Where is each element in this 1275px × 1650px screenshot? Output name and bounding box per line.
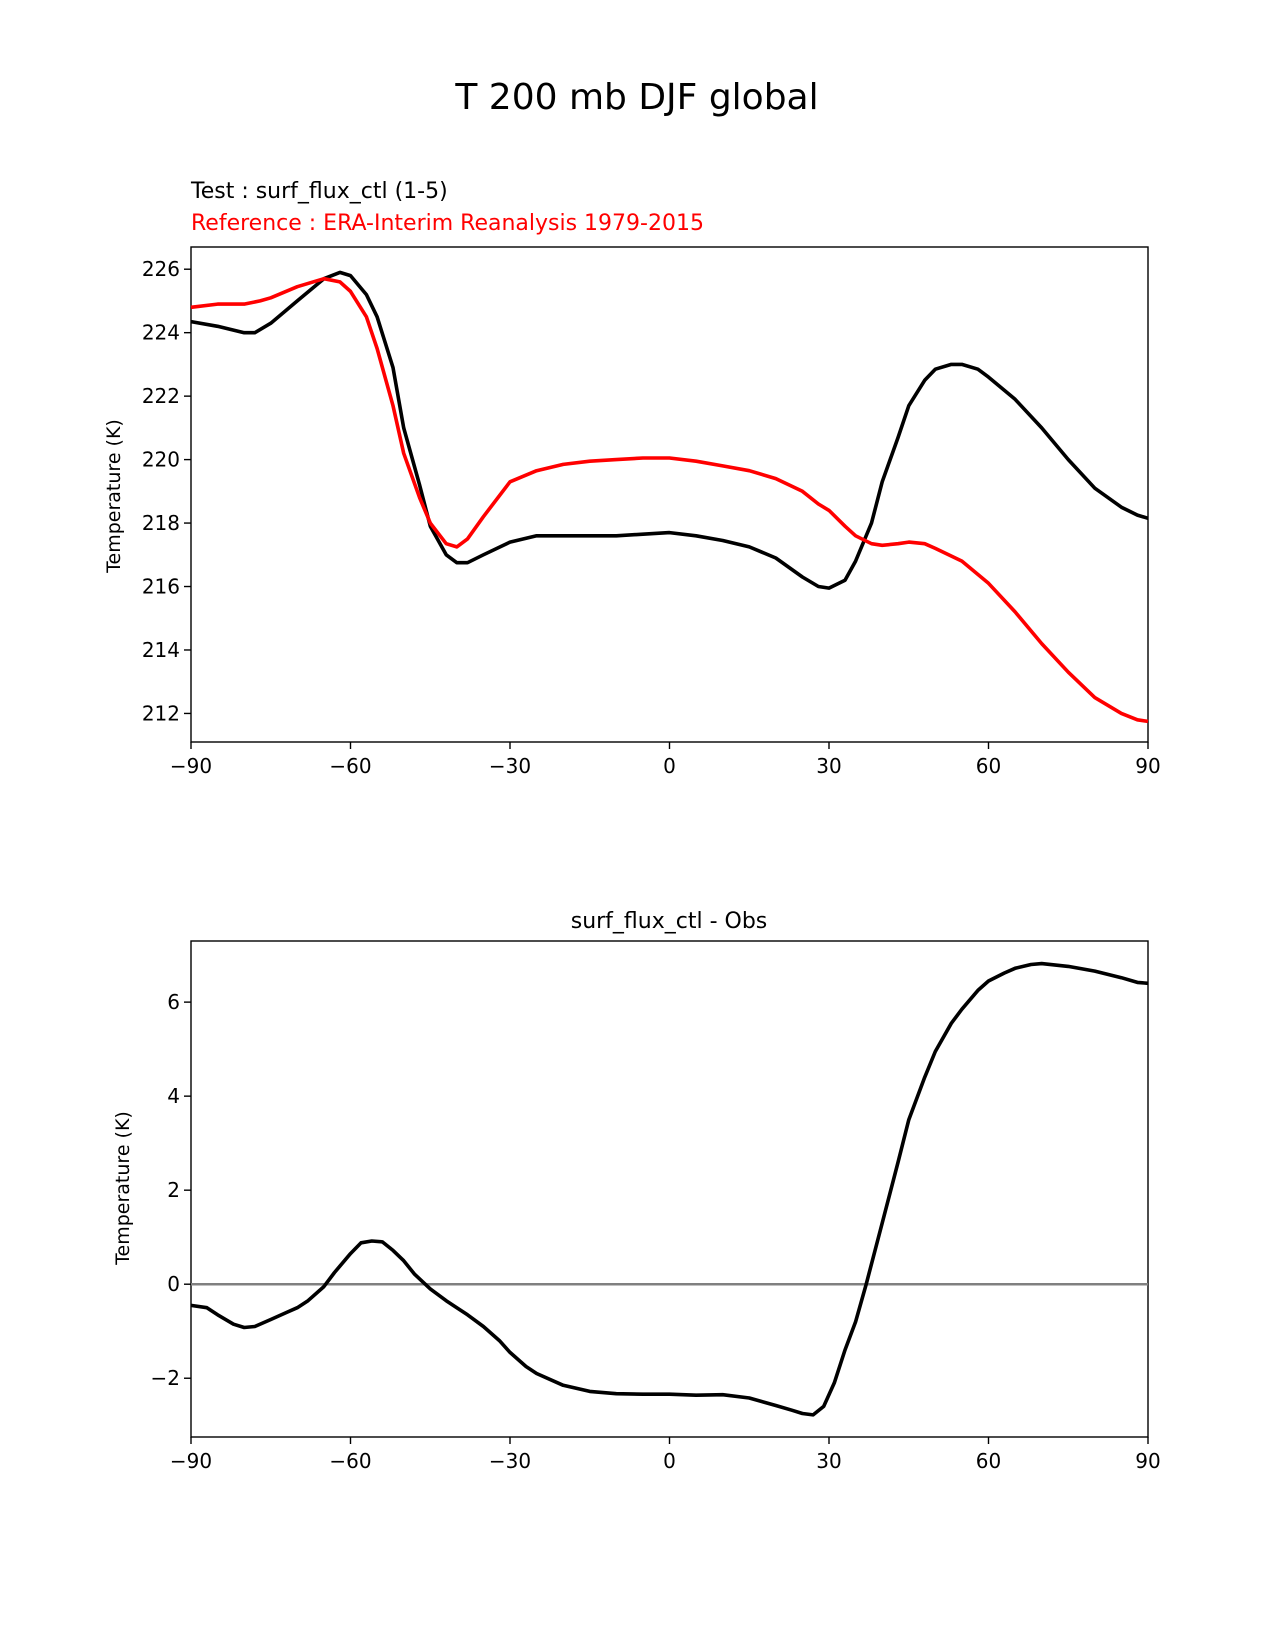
- top-x-ticks: −90 −60 −30 0 30 60 90: [170, 742, 1161, 778]
- bottom-series: [190, 961, 1149, 1417]
- bottom-x-tick-label: 30: [816, 1449, 841, 1473]
- bottom-x-tick-label: −90: [170, 1449, 212, 1473]
- top-y-tick-label: 218: [142, 511, 180, 535]
- top-series-line-1: [190, 276, 1149, 724]
- bottom-x-tick-label: 0: [663, 1449, 676, 1473]
- top-plot-frame: [190, 246, 1149, 743]
- bottom-y-axis-label: Temperature (K): [112, 1111, 134, 1266]
- bottom-y-tick-label: 4: [167, 1084, 180, 1108]
- top-x-tick-label: −30: [489, 754, 531, 778]
- top-y-tick-label: 212: [142, 701, 180, 725]
- bottom-y-tick-label: 6: [167, 990, 180, 1014]
- top-x-tick-label: 0: [663, 754, 676, 778]
- bottom-panel: surf_flux_ctl - Obs Temperature (K) −2 0 2…: [112, 909, 1161, 1473]
- bottom-y-tick-label: 0: [167, 1272, 180, 1296]
- bottom-x-tick-label: −60: [329, 1449, 371, 1473]
- bottom-y-tick-label: −2: [151, 1366, 180, 1390]
- bottom-series-line-0: [190, 961, 1149, 1417]
- top-panel: Test : surf_flux_ctl (1-5) Reference : E…: [103, 179, 1161, 778]
- top-y-tick-label: 224: [142, 321, 180, 345]
- bottom-x-tick-label: 90: [1135, 1449, 1160, 1473]
- top-x-tick-label: −60: [329, 754, 371, 778]
- test-label: Test : surf_flux_ctl (1-5): [190, 179, 448, 204]
- top-series-line-0: [190, 270, 1149, 590]
- top-x-tick-label: 90: [1135, 754, 1160, 778]
- bottom-panel-title: surf_flux_ctl - Obs: [571, 909, 768, 934]
- bottom-y-tick-label: 2: [167, 1178, 180, 1202]
- top-x-tick-label: 60: [976, 754, 1001, 778]
- top-series: [190, 270, 1149, 724]
- top-y-ticks: 212 214 216 218 220 222 224 226: [142, 257, 191, 725]
- top-y-tick-label: 214: [142, 638, 180, 662]
- bottom-y-ticks: −2 0 2 4 6: [151, 990, 191, 1390]
- bottom-x-ticks: −90 −60 −30 0 30 60 90: [170, 1437, 1161, 1473]
- top-x-tick-label: 30: [816, 754, 841, 778]
- top-y-axis-label: Temperature (K): [103, 419, 125, 574]
- top-y-tick-label: 220: [142, 448, 180, 472]
- top-y-tick-label: 216: [142, 575, 180, 599]
- figure-title: T 200 mb DJF global: [454, 77, 818, 118]
- top-x-tick-label: −90: [170, 754, 212, 778]
- bottom-x-tick-label: −30: [489, 1449, 531, 1473]
- reference-label: Reference : ERA-Interim Reanalysis 1979-…: [191, 211, 704, 236]
- bottom-x-tick-label: 60: [976, 1449, 1001, 1473]
- bottom-plot-frame: [190, 940, 1149, 1438]
- top-y-tick-label: 222: [142, 384, 180, 408]
- top-y-tick-label: 226: [142, 257, 180, 281]
